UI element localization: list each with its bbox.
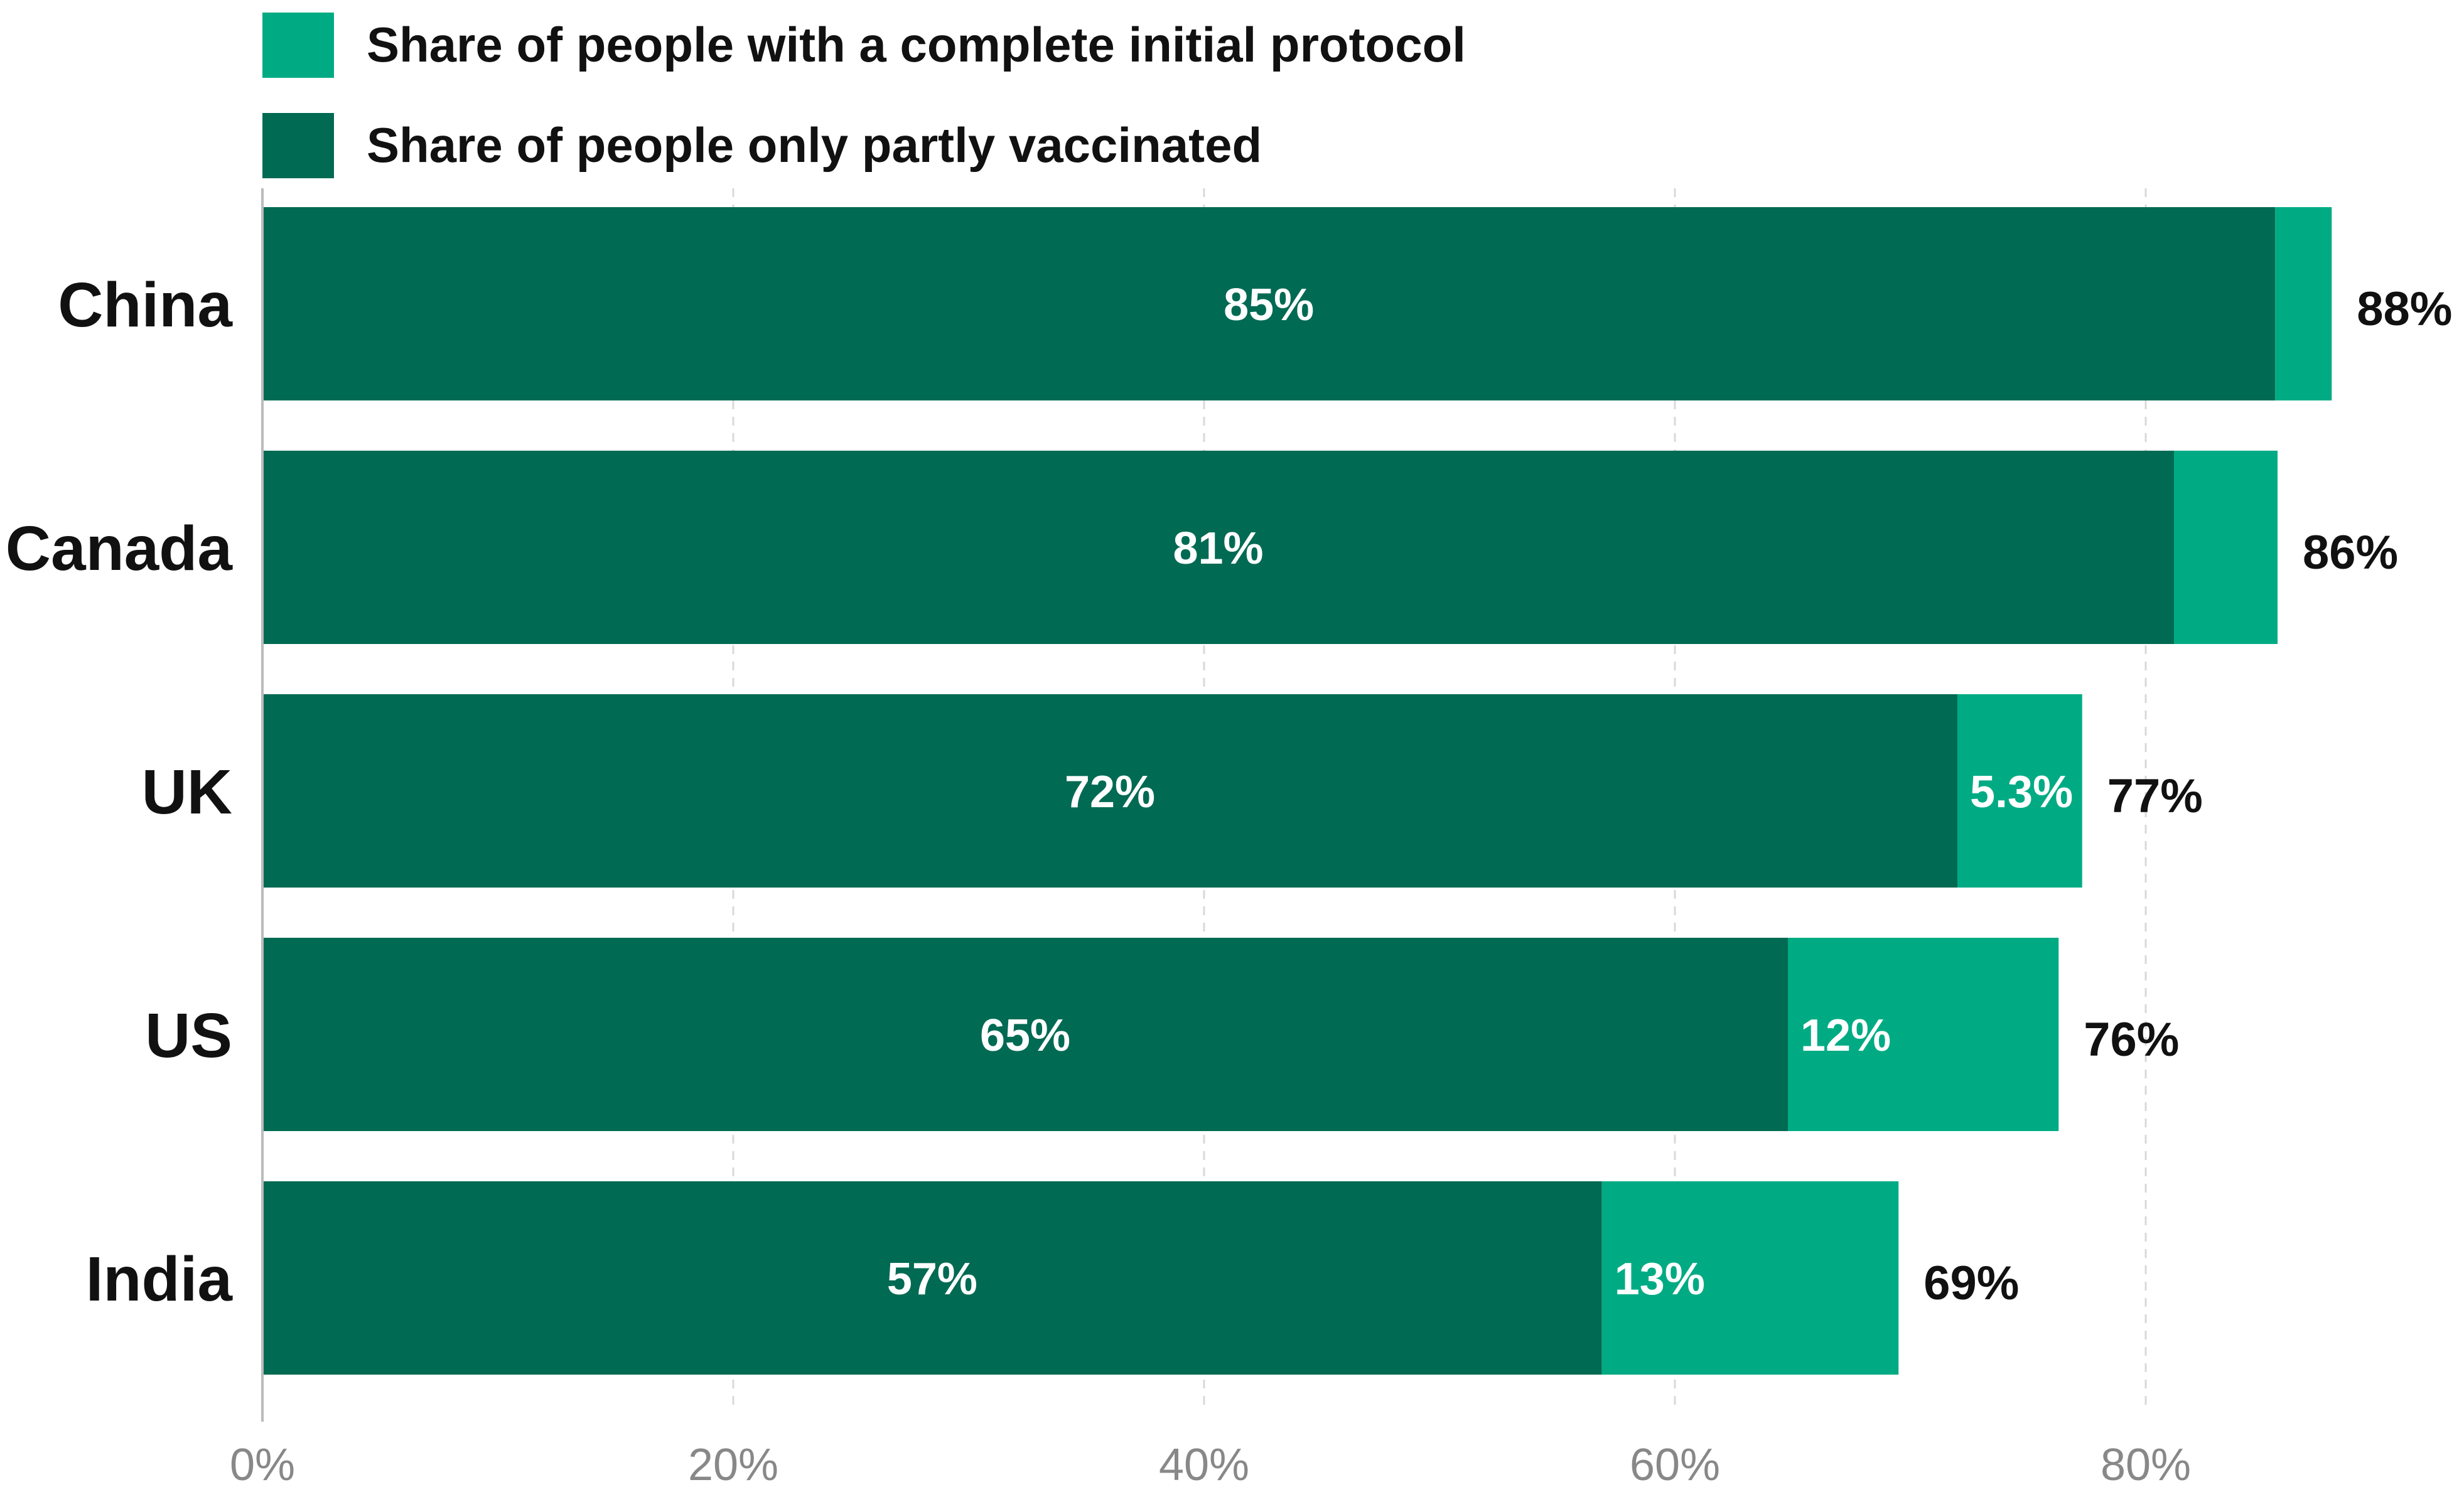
bar-complete-us — [1788, 938, 2059, 1131]
x-tick-label: 60% — [1630, 1440, 1720, 1490]
data-label-partly: 72% — [1065, 767, 1155, 817]
data-label-partly: 81% — [1173, 523, 1263, 574]
bar-complete-china — [2275, 207, 2332, 400]
x-tick-label: 20% — [688, 1440, 778, 1490]
x-tick-label: 0% — [230, 1440, 295, 1490]
bar-complete-uk — [1957, 694, 2082, 888]
x-axis: 0% 20% 40% 60% 80% — [230, 188, 2191, 1490]
total-label: 88% — [2357, 282, 2452, 336]
bar-complete-canada — [2174, 451, 2278, 644]
data-label-complete: 5.3% — [1970, 767, 2073, 817]
category-label: Canada — [6, 513, 234, 584]
category-label: UK — [142, 757, 232, 827]
data-label-complete: 12% — [1800, 1011, 1891, 1061]
data-label-partly: 65% — [980, 1011, 1070, 1061]
legend-label-complete: Share of people with a complete initial … — [367, 17, 1466, 72]
category-label: India — [86, 1244, 234, 1314]
bar-partly-china — [262, 207, 2276, 400]
x-tick-label: 40% — [1159, 1440, 1249, 1490]
legend-label-partly: Share of people only partly vaccinated — [367, 117, 1262, 173]
labels: China 85% 88% Canada 81% 86% UK 72% 5.3% 77% US 65%… — [6, 270, 2453, 1314]
bar-partly-india — [262, 1181, 1602, 1375]
legend-swatch-partly — [262, 113, 334, 178]
bar-partly-canada — [262, 451, 2174, 644]
bar-partly-uk — [262, 694, 1957, 888]
category-label: US — [145, 1001, 232, 1071]
category-label: China — [58, 270, 233, 340]
total-label: 77% — [2107, 770, 2203, 823]
legend: Share of people with a complete initial … — [262, 13, 1466, 178]
data-label-partly: 85% — [1224, 280, 1314, 330]
total-label: 69% — [1923, 1257, 2019, 1310]
legend-swatch-complete — [262, 13, 334, 78]
data-label-complete: 13% — [1615, 1254, 1705, 1304]
x-tick-label: 80% — [2101, 1440, 2191, 1490]
bar-complete-india — [1601, 1181, 1899, 1375]
total-label: 86% — [2303, 526, 2398, 579]
bars — [262, 207, 2332, 1375]
total-label: 76% — [2084, 1013, 2179, 1066]
bar-partly-us — [262, 938, 1788, 1131]
data-label-partly: 57% — [887, 1254, 977, 1304]
